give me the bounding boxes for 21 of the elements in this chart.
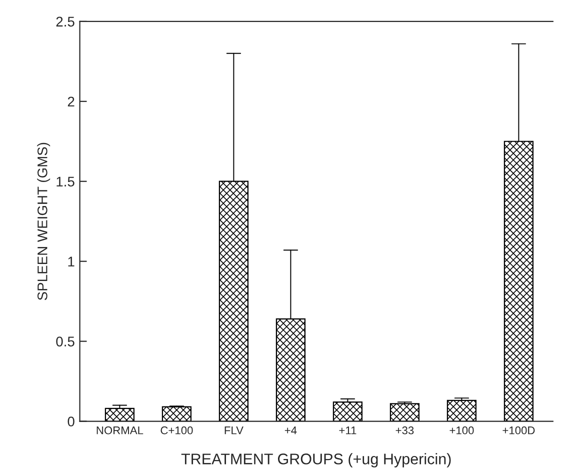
bar — [162, 406, 192, 422]
bar — [332, 402, 363, 422]
x-tick-label: +4 — [284, 426, 297, 434]
y-tick-label: 0.5 — [56, 336, 74, 346]
bar — [104, 408, 135, 422]
y-axis-title: SPLEEN WEIGHT (GMS) — [37, 142, 50, 300]
x-tick-label: +33 — [396, 426, 414, 434]
y-tick-label: 1 — [68, 256, 74, 266]
y-tick-label: 2 — [68, 96, 74, 106]
y-tick-label: 1.5 — [56, 176, 74, 187]
x-tick-label: C+100 — [160, 426, 193, 434]
x-tick-label: NORMAL — [96, 426, 144, 434]
x-tick-label: +100 — [450, 426, 474, 434]
x-tick-label: FLV — [224, 426, 244, 434]
y-tick-label: 0 — [68, 416, 74, 426]
y-tick-label: 2.5 — [56, 16, 74, 27]
x-tick-label: +11 — [339, 426, 356, 434]
bar — [446, 400, 477, 422]
x-axis-title: TREATMENT GROUPS (+ug Hypericin) — [181, 453, 451, 468]
bar — [390, 403, 420, 422]
x-tick-label: +100D — [502, 426, 535, 434]
